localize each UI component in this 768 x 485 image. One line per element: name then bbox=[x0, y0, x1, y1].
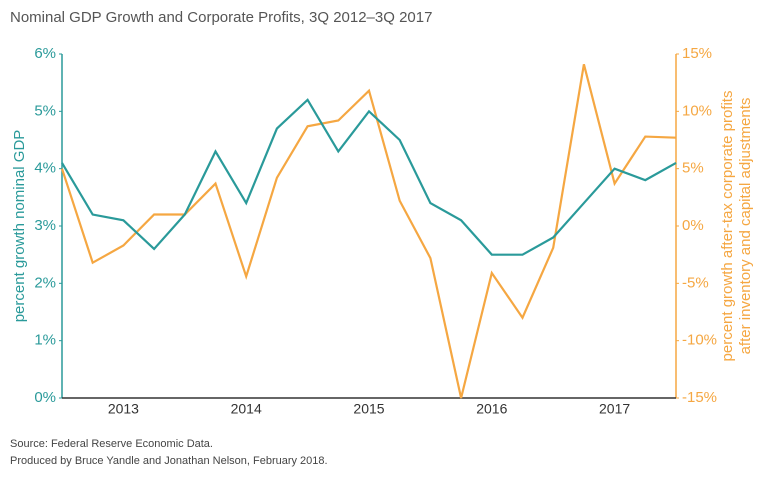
x-tick-label: 2017 bbox=[599, 401, 630, 417]
y2-tick-label: 10% bbox=[682, 102, 712, 119]
data-line bbox=[61, 98, 677, 256]
y2-tick-label: 5% bbox=[682, 160, 704, 177]
y2-tick-label: -15% bbox=[682, 389, 717, 406]
x-tick-label: 2016 bbox=[476, 401, 507, 417]
y-tick-label: 3% bbox=[34, 217, 56, 234]
y2-tick-label: -5% bbox=[682, 274, 709, 291]
y-tick-label: 2% bbox=[34, 274, 56, 291]
source-note: Source: Federal Reserve Economic Data. bbox=[10, 438, 213, 450]
chart-title: Nominal GDP Growth and Corporate Profits… bbox=[10, 9, 432, 26]
y2-tick-label: 0% bbox=[682, 217, 704, 234]
y-tick-label: 6% bbox=[34, 45, 56, 62]
x-tick-label: 2013 bbox=[108, 401, 139, 417]
x-tick-label: 2015 bbox=[353, 401, 384, 417]
y2-axis-label: after inventory and capital adjustments bbox=[737, 98, 754, 355]
data-line bbox=[60, 64, 677, 399]
y2-tick-label: -10% bbox=[682, 332, 717, 349]
x-tick-label: 2014 bbox=[231, 401, 262, 417]
y2-tick-label: 15% bbox=[682, 45, 712, 62]
y-tick-label: 4% bbox=[34, 160, 56, 177]
y2-axis-label: percent growth after-tax corporate profi… bbox=[719, 91, 736, 362]
y-tick-label: 1% bbox=[34, 332, 56, 349]
credit-note: Produced by Bruce Yandle and Jonathan Ne… bbox=[10, 455, 328, 467]
y-axis-label: percent growth nominal GDP bbox=[11, 130, 28, 323]
y-tick-label: 5% bbox=[34, 102, 56, 119]
y-tick-label: 0% bbox=[34, 389, 56, 406]
